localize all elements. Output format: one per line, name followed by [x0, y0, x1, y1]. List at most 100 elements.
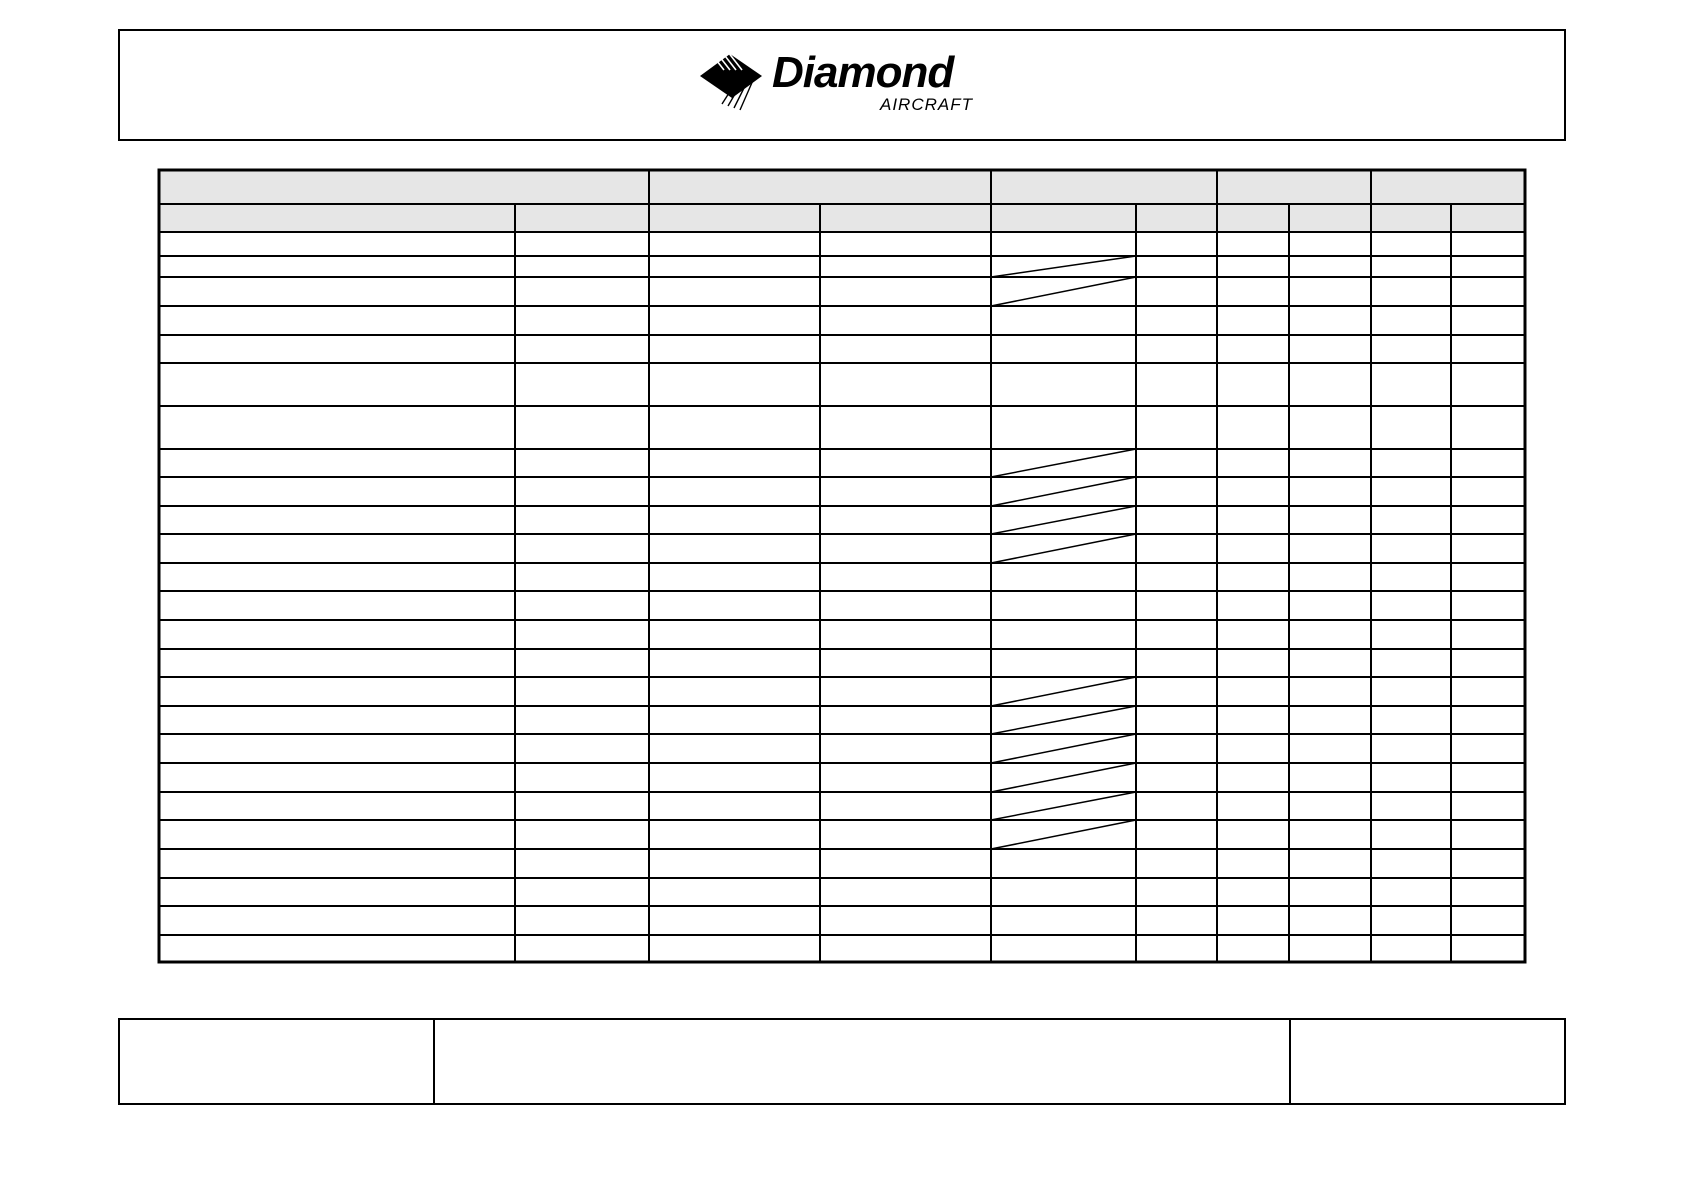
- table-cell: [158, 733, 516, 764]
- table-cell: [1135, 476, 1218, 507]
- table-cell: [1450, 819, 1526, 850]
- column-header-cell: [1288, 203, 1372, 233]
- column-header-cell: [1216, 203, 1290, 233]
- table-cell: [1450, 476, 1526, 507]
- table-cell: [514, 533, 650, 564]
- table-cell: [514, 619, 650, 650]
- table-cell: [819, 255, 992, 278]
- table-cell: [1370, 791, 1452, 821]
- table-cell: [819, 648, 992, 678]
- table-cell: [514, 362, 650, 407]
- table-cell: [819, 505, 992, 535]
- table-cell: [1288, 905, 1372, 936]
- group-header-cell: [158, 169, 650, 205]
- table-cell: [158, 905, 516, 936]
- table-cell: [1370, 877, 1452, 907]
- table-cell: [1216, 676, 1290, 707]
- table-cell: [1216, 733, 1290, 764]
- table-cell: [158, 877, 516, 907]
- table-cell: [1450, 848, 1526, 879]
- table-cell: [158, 762, 516, 793]
- table-cell: [158, 562, 516, 592]
- table-cell: [990, 619, 1137, 650]
- table-cell: [514, 934, 650, 963]
- table-cell: [1450, 448, 1526, 478]
- table-cell: [1370, 476, 1452, 507]
- table-cell: [1216, 705, 1290, 735]
- table-cell: [1216, 762, 1290, 793]
- table-cell: [648, 334, 821, 364]
- table-cell: [1135, 505, 1218, 535]
- strike-diagonal: [990, 505, 1137, 535]
- table-cell: [819, 676, 992, 707]
- table-cell: [819, 762, 992, 793]
- table-cell: [1288, 448, 1372, 478]
- group-header-cell: [648, 169, 992, 205]
- table-cell: [1450, 255, 1526, 278]
- table-cell: [1288, 791, 1372, 821]
- table-cell: [1450, 905, 1526, 936]
- table-cell: [1370, 619, 1452, 650]
- table-cell: [514, 255, 650, 278]
- table-cell: [1135, 231, 1218, 257]
- table-cell: [1370, 505, 1452, 535]
- table-cell: [1450, 733, 1526, 764]
- table-cell: [1216, 255, 1290, 278]
- table-cell: [514, 733, 650, 764]
- table-cell: [514, 476, 650, 507]
- table-cell: [648, 648, 821, 678]
- table-cell: [1135, 676, 1218, 707]
- table-cell: [990, 934, 1137, 963]
- logo-subtitle-text: AIRCRAFT: [880, 95, 973, 114]
- table-cell: [990, 877, 1137, 907]
- column-header-cell: [990, 203, 1137, 233]
- table-cell: [819, 362, 992, 407]
- table-cell: [1135, 334, 1218, 364]
- table-cell: [158, 819, 516, 850]
- table-cell: [990, 905, 1137, 936]
- table-cell: [158, 362, 516, 407]
- column-header-cell: [1450, 203, 1526, 233]
- table-cell: [1450, 590, 1526, 621]
- table-cell: [514, 877, 650, 907]
- column-header-cell: [648, 203, 821, 233]
- table-cell: [1370, 705, 1452, 735]
- table-cell: [648, 619, 821, 650]
- table-cell: [1135, 648, 1218, 678]
- table-cell: [514, 562, 650, 592]
- table-cell: [1216, 305, 1290, 336]
- table-cell: [819, 476, 992, 507]
- table-cell: [158, 255, 516, 278]
- table-cell: [990, 405, 1137, 450]
- table-cell: [1450, 533, 1526, 564]
- table-cell: [1370, 934, 1452, 963]
- table-cell: [1135, 590, 1218, 621]
- table-cell: [1135, 276, 1218, 307]
- table-cell: [514, 762, 650, 793]
- table-cell: [1135, 448, 1218, 478]
- table-cell: [648, 733, 821, 764]
- table-cell: [1135, 705, 1218, 735]
- table-cell: [1450, 305, 1526, 336]
- footer-cell-left: [120, 1020, 435, 1103]
- table-cell: [158, 848, 516, 879]
- table-cell: [1288, 590, 1372, 621]
- table-cell: [1370, 590, 1452, 621]
- table-cell: [819, 819, 992, 850]
- table-cell: [158, 505, 516, 535]
- table-cell: [1216, 476, 1290, 507]
- table-cell: [648, 305, 821, 336]
- table-cell: [1135, 905, 1218, 936]
- footer-cell-right: [1289, 1020, 1564, 1103]
- table-cell: [819, 877, 992, 907]
- table-cell: [1288, 255, 1372, 278]
- table-cell: [819, 791, 992, 821]
- table-cell: [1135, 819, 1218, 850]
- table-cell: [1135, 791, 1218, 821]
- table-cell: [1288, 848, 1372, 879]
- table-cell: [990, 648, 1137, 678]
- table-cell: [514, 590, 650, 621]
- table-cell: [1450, 791, 1526, 821]
- table-cell: [648, 877, 821, 907]
